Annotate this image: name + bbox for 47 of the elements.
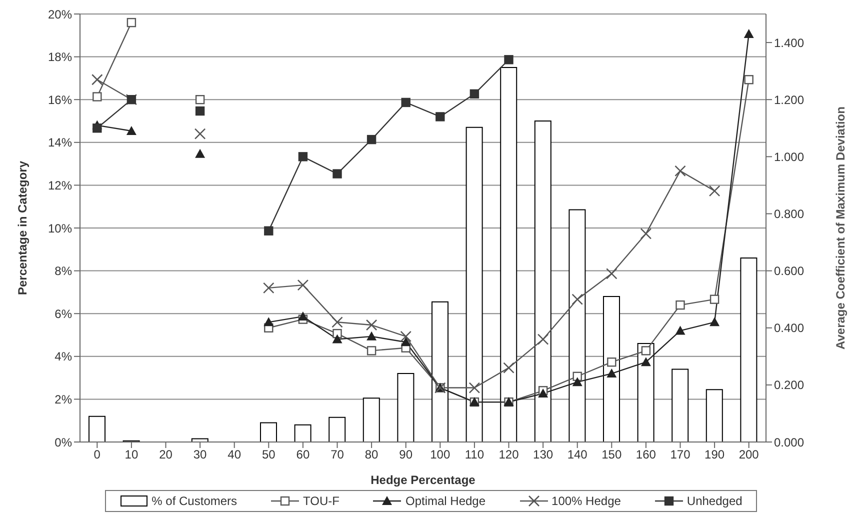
y-axis-title: Percentage in Category	[15, 160, 30, 296]
y2-tick-label: 1.400	[774, 36, 804, 50]
y2-tick-label: 0.200	[774, 378, 804, 392]
legend-label: Unhedged	[686, 494, 742, 508]
y-tick-label: 2%	[54, 392, 72, 406]
legend-label: % of Customers	[152, 494, 238, 508]
x-tick-label: 70	[330, 448, 344, 462]
x-tick-label: 80	[364, 448, 379, 462]
y-tick-label: 16%	[48, 92, 72, 107]
y2-tick-label: 1.200	[774, 92, 804, 107]
y-tick-label: 8%	[54, 264, 72, 278]
x-tick-label: 190	[704, 448, 725, 462]
y2-axis-title: Average Coefficient of Maximum Deviation	[833, 106, 848, 350]
x-axis-title: Hedge Percentage	[370, 473, 476, 487]
x-tick-label: 60	[296, 448, 310, 462]
y-tick-label: 14%	[48, 136, 72, 150]
x-tick-label: 90	[399, 448, 413, 462]
x-tick-label: 20	[159, 448, 173, 462]
x-tick-label: 170	[670, 448, 691, 462]
x-tick-label: 100	[430, 448, 450, 462]
y-tick-label: 6%	[54, 306, 72, 321]
y-tick-label: 10%	[48, 221, 72, 236]
x-tick-label: 160	[636, 448, 656, 462]
y2-tick-label: 0.400	[774, 321, 804, 336]
x-tick-label: 200	[738, 448, 760, 462]
y-tick-label: 4%	[54, 350, 72, 364]
x-tick-label: 130	[533, 448, 554, 462]
x-tick-label: 10	[124, 448, 138, 462]
x-tick-label: 50	[262, 448, 276, 462]
y-tick-label: 18%	[48, 50, 72, 64]
y2-tick-label: 1.000	[774, 150, 804, 164]
x-tick-label: 30	[193, 448, 208, 462]
x-tick-label: 110	[464, 448, 484, 462]
y2-tick-label: 0.800	[774, 206, 804, 221]
y-tick-label: 12%	[48, 178, 72, 192]
legend-label: 100% Hedge	[552, 494, 621, 508]
x-tick-label: 140	[567, 448, 588, 462]
x-tick-label: 120	[498, 448, 520, 462]
y-tick-label: 20%	[48, 7, 72, 22]
y2-tick-label: 0.600	[774, 264, 804, 278]
y2-tick-label: 0.000	[774, 435, 804, 450]
legend-label: TOU-F	[303, 494, 340, 508]
x-tick-label: 40	[228, 448, 242, 462]
y-tick-label: 0%	[54, 435, 72, 450]
x-tick-label: 0	[94, 448, 101, 462]
legend-label: Optimal Hedge	[405, 494, 486, 508]
x-tick-label: 150	[602, 448, 622, 462]
